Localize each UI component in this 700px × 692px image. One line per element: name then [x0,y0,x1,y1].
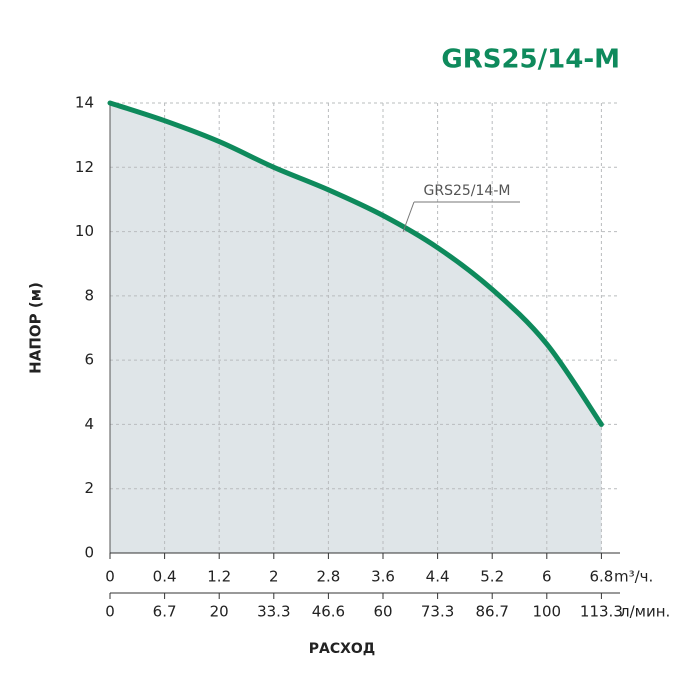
y-tick-label: 12 [75,158,94,176]
x2-tick-label: 33.3 [257,603,290,621]
line [107,100,604,427]
x2-tick-label: 20 [210,603,229,621]
area [110,103,602,553]
y-tick-label: 2 [84,479,94,497]
y-tick-label: 8 [84,286,94,304]
y-tick-label: 10 [75,222,94,240]
x2-tick-label: 113.3 [580,603,623,621]
x2-tick-label: 60 [373,603,392,621]
x-tick-label: 2.8 [316,568,340,586]
y-axis-label: НАПОР (м) [27,282,45,374]
x-tick-label: 0 [105,568,115,586]
x-tick-label: 5.2 [480,568,504,586]
leader [402,201,415,233]
x-tick-label: 3.6 [371,568,395,586]
series-label: GRS25/14-M [424,183,511,199]
x2-tick-label: 46.6 [312,603,345,621]
x2-tick-label: 0 [105,603,115,621]
x-tick-label: 6 [542,568,552,586]
x-tick-label: 6.8 [589,568,613,586]
y-tick-label: 0 [84,544,94,562]
x-unit: m³/ч. [614,568,653,586]
x2-tick-label: 73.3 [421,603,454,621]
y-tick-label: 6 [84,351,94,369]
x-axis-label: РАСХОД [309,641,376,657]
y-tick-label: 4 [84,415,94,433]
x-tick-label: 1.2 [207,568,231,586]
x-tick-label: 2 [269,568,279,586]
chart-title: GRS25/14-M [441,45,620,75]
x-tick-label: 4.4 [426,568,450,586]
x2-unit: л/мин. [620,603,670,621]
x2-tick-label: 86.7 [475,603,508,621]
x-tick-label: 0.4 [153,568,177,586]
x2-tick-label: 100 [532,603,561,621]
x2-tick-label: 6.7 [153,603,177,621]
y-tick-label: 14 [75,94,94,112]
